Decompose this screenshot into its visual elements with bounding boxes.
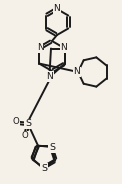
Text: N: N <box>61 43 67 52</box>
Text: N: N <box>37 43 43 52</box>
Text: S: S <box>25 119 31 128</box>
Text: N: N <box>54 4 60 13</box>
Text: N: N <box>47 72 53 81</box>
Text: O: O <box>22 132 28 141</box>
Text: S: S <box>41 164 47 173</box>
Text: O: O <box>13 118 19 127</box>
Text: N: N <box>74 68 80 77</box>
Text: S: S <box>49 143 55 152</box>
